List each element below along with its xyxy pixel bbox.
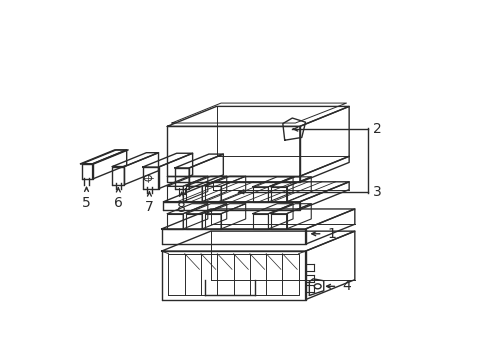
Text: 2: 2 [372,122,381,136]
Text: 5: 5 [82,195,91,210]
Text: 4: 4 [341,279,350,293]
Text: 1: 1 [326,227,335,241]
Text: 7: 7 [145,200,154,214]
Text: 8: 8 [177,201,186,215]
Text: 3: 3 [372,185,381,199]
Text: 6: 6 [114,195,122,210]
